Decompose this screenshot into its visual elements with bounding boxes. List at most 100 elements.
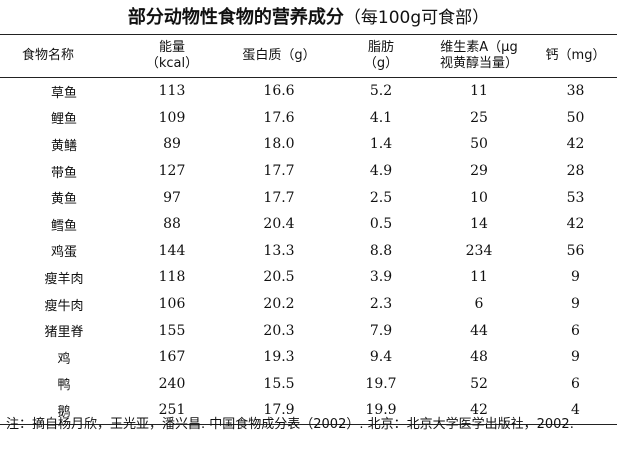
table-row: 瘦羊肉 118 20.5 3.9 11 9 [0, 264, 617, 291]
table-row: 鸡蛋 144 13.3 8.8 234 56 [0, 238, 617, 265]
cell-protein: 17.9 [220, 397, 338, 425]
cell-food-name: 猪里脊 [44, 325, 84, 341]
cell-energy: 88 [163, 216, 181, 233]
cell-fat: 8.8 [369, 242, 393, 259]
cell-vitamin-a: 6 [474, 296, 484, 313]
source-note: 注：摘自杨月欣，王光亚，潘兴昌. 中国食物成分表（2002）. 北京：北京大学医… [6, 417, 574, 432]
cell-energy: 167 [158, 349, 186, 366]
cell-protein: 16.6 [263, 83, 295, 100]
cell-fat: 9.4 [369, 349, 393, 366]
cell-energy: 251 [124, 397, 220, 425]
cell-protein: 20.2 [263, 296, 295, 313]
cell-protein: 20.5 [263, 269, 295, 286]
table-title: 部分动物性食物的营养成分（每100g可食部） [0, 4, 617, 32]
table-row: 瘦牛肉 106 20.2 2.3 6 9 [0, 291, 617, 318]
table-row: 黄鱼 97 17.7 2.5 10 53 [0, 184, 617, 211]
cell-food-name: 鲤鱼 [50, 112, 77, 128]
cell-vitamin-a: 44 [470, 322, 488, 339]
cell-protein: 20.3 [263, 322, 295, 339]
cell-fat: 2.3 [369, 296, 393, 313]
cell-vitamin-a: 52 [470, 375, 488, 392]
header-row: 食物名称 能量 （kcal） 蛋白质（g） 脂肪 （g） 维生素A（μg 视黄醇当量）钙… [0, 34, 617, 78]
cell-protein: 20.4 [263, 216, 295, 233]
column-header-energy: 能量 （kcal） [124, 34, 220, 78]
cell-calcium: 9 [571, 269, 580, 286]
cell-calcium: 6 [571, 322, 580, 339]
cell-protein: 13.3 [263, 242, 295, 259]
table-row: 草鱼 113 16.6 5.2 11 38 [0, 78, 617, 105]
cell-energy: 106 [158, 296, 186, 313]
cell-food-name: 瘦羊肉 [44, 271, 84, 287]
column-header-protein: 蛋白质（g） [220, 34, 338, 78]
cell-vitamin-a: 48 [470, 349, 488, 366]
cell-vitamin-a: 50 [470, 136, 488, 153]
column-header-calcium: 钙（mg） [534, 34, 617, 78]
table-row: 黄鳝 89 18.0 1.4 50 42 [0, 131, 617, 158]
cell-vitamin-a: 25 [470, 109, 488, 126]
cell-energy: 144 [158, 242, 186, 259]
cell-fat: 19.9 [338, 397, 424, 425]
title-main: 部分动物性食物的营养成分 [127, 7, 344, 28]
cell-energy: 240 [158, 375, 186, 392]
table-row: 鸡 167 19.3 9.4 48 9 [0, 344, 617, 371]
cell-calcium: 53 [566, 189, 585, 206]
cell-fat: 4.1 [369, 109, 393, 126]
cell-calcium: 4 [534, 397, 617, 425]
cell-calcium: 9 [571, 349, 580, 366]
table-row: 猪里脊 155 20.3 7.9 44 6 [0, 317, 617, 344]
cell-vitamin-a: 234 [465, 242, 493, 259]
table-row: 鸭 240 15.5 19.7 52 6 [0, 371, 617, 398]
cell-calcium: 6 [571, 375, 580, 392]
nutrition-table: 食物名称 能量 （kcal） 蛋白质（g） 脂肪 （g） 维生素A（μg 视黄醇当量）钙… [0, 34, 617, 425]
title-subtitle: （每100g可食部） [343, 8, 490, 28]
cell-food-name: 草鱼 [50, 85, 77, 101]
cell-energy: 97 [163, 189, 181, 206]
cell-food-name: 鸡 [57, 351, 71, 367]
cell-energy: 89 [163, 136, 181, 153]
cell-energy: 118 [158, 269, 186, 286]
cell-vitamin-a: 10 [470, 189, 488, 206]
cell-food-name: 鹅 [0, 397, 124, 425]
cell-fat: 19.7 [365, 375, 397, 392]
column-header-fat: 脂肪 （g） [338, 34, 424, 78]
cell-food-name: 黄鱼 [50, 192, 77, 208]
cell-calcium: 9 [571, 296, 580, 313]
cell-food-name: 黄鳝 [50, 138, 77, 154]
column-header-vitamin-a: 维生素A（μg 视黄醇当量） [424, 34, 534, 78]
cell-protein: 17.7 [263, 163, 295, 180]
table-row: 鳕鱼 88 20.4 0.5 14 42 [0, 211, 617, 238]
cell-vitamin-a: 29 [470, 163, 488, 180]
column-header-food-name: 食物名称 [0, 34, 124, 78]
cell-fat: 0.5 [369, 216, 393, 233]
cell-calcium: 38 [566, 83, 585, 100]
cell-protein: 19.3 [263, 349, 295, 366]
cell-fat: 5.2 [369, 83, 393, 100]
cell-food-name: 带鱼 [50, 165, 77, 181]
cell-energy: 127 [158, 163, 186, 180]
cell-fat: 1.4 [369, 136, 393, 153]
cell-calcium: 50 [566, 109, 585, 126]
cell-vitamin-a: 11 [470, 269, 488, 286]
cell-energy: 113 [158, 83, 186, 100]
cell-food-name: 瘦牛肉 [44, 298, 84, 314]
cell-protein: 18.0 [263, 136, 295, 153]
table-row: 带鱼 127 17.7 4.9 29 28 [0, 158, 617, 185]
table-row: 鲤鱼 109 17.6 4.1 25 50 [0, 105, 617, 132]
cell-vitamin-a: 11 [470, 83, 488, 100]
cell-energy: 109 [158, 109, 186, 126]
cell-food-name: 鸡蛋 [50, 245, 77, 261]
cell-protein: 17.6 [263, 109, 295, 126]
cell-protein: 15.5 [263, 375, 295, 392]
cell-vitamin-a: 42 [424, 397, 534, 425]
cell-calcium: 42 [566, 136, 585, 153]
cell-fat: 7.9 [369, 322, 393, 339]
cell-food-name: 鸭 [57, 378, 71, 394]
cell-calcium: 42 [566, 216, 585, 233]
cell-calcium: 28 [566, 163, 585, 180]
cell-food-name: 鳕鱼 [50, 218, 77, 234]
table-row: 鹅 251 17.9 19.9 42 4 [0, 397, 617, 425]
table-body: 草鱼 113 16.6 5.2 11 38 鲤鱼 109 17.6 4.1 25 50 黄鳝 89 18.0… [0, 78, 617, 425]
cell-calcium: 56 [566, 242, 585, 259]
cell-energy: 155 [158, 322, 186, 339]
cell-fat: 2.5 [369, 189, 393, 206]
